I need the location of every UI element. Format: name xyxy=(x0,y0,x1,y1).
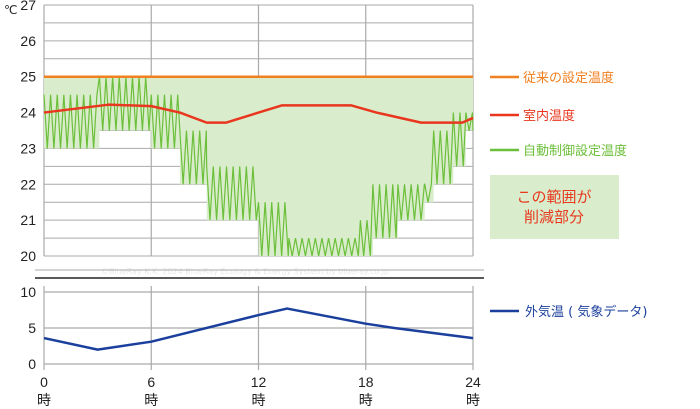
bottom-y-ticks: 0 5 10 xyxy=(20,284,36,372)
x-tick-label: 18 xyxy=(358,374,374,390)
x-tick-label: 6 xyxy=(147,374,155,390)
annotation-box xyxy=(490,175,619,239)
y-tick-label: 23 xyxy=(20,140,36,156)
x-tick-unit: 時 xyxy=(359,392,373,408)
top-y-ticks: 20 21 22 23 24 25 26 27 xyxy=(20,0,36,264)
indoor-temp-line xyxy=(43,103,474,124)
x-tick-unit: 時 xyxy=(144,392,158,408)
x-ticks: 0 時 6 時 12 時 18 時 24 時 xyxy=(37,374,481,408)
y-tick-label: 24 xyxy=(20,105,36,121)
legend-label-conventional: 従来の設定温度 xyxy=(523,70,614,86)
bottom-chart-series xyxy=(43,307,474,351)
x-tick-unit: 時 xyxy=(252,392,266,408)
top-chart-series xyxy=(43,75,474,257)
y-tick-label: 22 xyxy=(20,176,36,192)
reduction-area xyxy=(44,76,473,256)
y-tick-label: 5 xyxy=(28,320,36,336)
y-tick-label: 27 xyxy=(20,0,36,13)
x-tick-unit: 時 xyxy=(37,392,51,408)
legend-label-outdoor: 外気温 ( 気象データ) xyxy=(525,304,647,320)
y-tick-label: 0 xyxy=(28,356,36,372)
y-unit-label: ℃ xyxy=(4,3,17,17)
auto-setpoint-line xyxy=(43,76,474,257)
y-tick-label: 26 xyxy=(20,33,36,49)
y-tick-label: 20 xyxy=(20,248,36,264)
x-tick-label: 24 xyxy=(465,374,481,390)
y-tick-label: 21 xyxy=(20,212,36,228)
y-tick-label: 10 xyxy=(20,284,36,300)
x-tick-unit: 時 xyxy=(466,392,480,408)
outdoor-temp-line xyxy=(43,307,474,351)
annotation-line-2: 削減部分 xyxy=(524,208,584,226)
watermark: ©BlueRay K.K. 2024 BlueRay Ecology & Ene… xyxy=(101,267,389,276)
y-tick-label: 25 xyxy=(20,69,36,85)
legend: 従来の設定温度 室内温度 自動制御設定温度 この範囲が 削減部分 外気温 ( 気… xyxy=(490,70,647,320)
bottom-chart-grid xyxy=(43,286,474,370)
legend-label-indoor: 室内温度 xyxy=(523,108,575,124)
x-tick-label: 0 xyxy=(40,374,48,390)
annotation-line-1: この範囲が xyxy=(516,188,591,206)
legend-label-auto: 自動制御設定温度 xyxy=(523,143,627,159)
x-tick-label: 12 xyxy=(251,374,267,390)
